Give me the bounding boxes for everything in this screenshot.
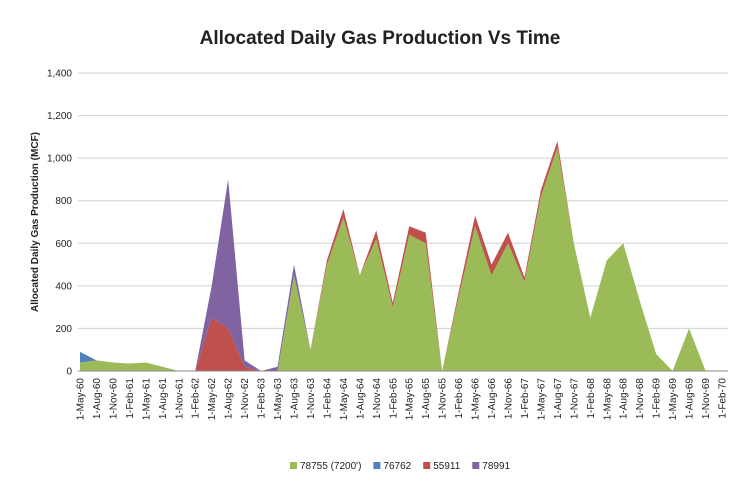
- x-tick-label: 1-Aug-67: [553, 378, 564, 420]
- x-tick-label: 1-Nov-62: [240, 378, 251, 420]
- x-tick-label: 1-Aug-60: [92, 378, 103, 420]
- x-tick-label: 1-Aug-66: [487, 378, 498, 420]
- x-tick-label: 1-Feb-61: [125, 378, 136, 419]
- x-tick-label: 1-Feb-69: [652, 378, 663, 419]
- y-tick-label: 1,000: [47, 154, 72, 165]
- x-tick-label: 1-Nov-60: [108, 378, 119, 420]
- x-tick-label: 1-May-60: [76, 378, 87, 421]
- x-tick-label: 1-May-69: [668, 378, 679, 421]
- legend-swatch: [290, 462, 297, 469]
- chart-title: Allocated Daily Gas Production Vs Time: [200, 28, 561, 49]
- y-tick-label: 1,200: [47, 111, 72, 122]
- x-tick-label: 1-Aug-64: [355, 378, 366, 420]
- x-tick-label: 1-May-62: [207, 378, 218, 421]
- legend-swatch: [423, 462, 431, 469]
- x-tick-label: 1-Nov-68: [635, 378, 646, 420]
- x-tick-label: 1-Nov-66: [504, 378, 515, 420]
- x-tick-label: 1-Feb-64: [322, 378, 333, 419]
- legend-label: 55911: [433, 461, 461, 472]
- x-tick-label: 1-Aug-68: [619, 378, 630, 420]
- x-tick-label: 1-Aug-63: [290, 378, 301, 420]
- x-tick-label: 1-Feb-70: [718, 378, 729, 419]
- y-tick-label: 800: [55, 196, 72, 207]
- y-tick-label: 600: [55, 239, 72, 250]
- x-tick-label: 1-Feb-65: [388, 378, 399, 419]
- x-tick-label: 1-Nov-69: [701, 378, 712, 420]
- x-tick-label: 1-Aug-65: [421, 378, 432, 420]
- x-tick-label: 1-Feb-67: [520, 378, 531, 419]
- x-tick-label: 1-Feb-66: [454, 378, 465, 419]
- x-tick-label: 1-Feb-62: [191, 378, 202, 419]
- x-tick-label: 1-May-64: [339, 378, 350, 421]
- x-tick-label: 1-Nov-63: [306, 378, 317, 420]
- legend-label: 76762: [383, 461, 411, 472]
- y-axis-label: Allocated Daily Gas Production (MCF): [30, 132, 41, 312]
- x-tick-label: 1-May-67: [536, 378, 547, 421]
- area: [80, 147, 722, 371]
- legend-swatch: [472, 462, 480, 469]
- x-tick-label: 1-Nov-61: [174, 378, 185, 420]
- x-tick-label: 1-Aug-69: [685, 378, 696, 420]
- x-tick-label: 1-Aug-62: [224, 378, 235, 420]
- y-tick-label: 1,400: [47, 69, 72, 80]
- x-tick-label: 1-May-66: [471, 378, 482, 421]
- y-tick-label: 200: [55, 324, 72, 335]
- y-tick-label: 0: [66, 367, 72, 378]
- x-tick-label: 1-May-61: [141, 378, 152, 421]
- x-tick-label: 1-May-65: [405, 378, 416, 421]
- x-tick-label: 1-Nov-64: [372, 378, 383, 420]
- x-tick-label: 1-May-68: [602, 378, 613, 421]
- y-tick-label: 400: [55, 281, 72, 292]
- x-tick-label: 1-Nov-67: [569, 378, 580, 420]
- x-tick-label: 1-Aug-61: [158, 378, 169, 420]
- legend-label: 78755 (7200'): [300, 461, 361, 472]
- legend-swatch: [373, 462, 381, 469]
- x-tick-label: 1-Feb-68: [586, 378, 597, 419]
- x-tick-label: 1-Nov-65: [438, 378, 449, 420]
- legend-label: 78991: [482, 461, 510, 472]
- x-tick-label: 1-May-63: [273, 378, 284, 421]
- x-tick-label: 1-Feb-63: [257, 378, 268, 419]
